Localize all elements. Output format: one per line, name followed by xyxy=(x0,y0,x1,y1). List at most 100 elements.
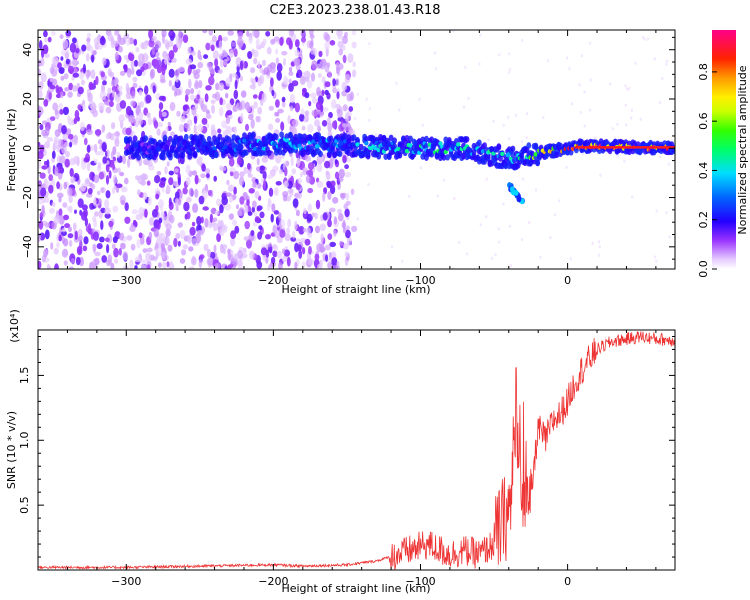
noise-speckle xyxy=(262,38,267,45)
noise-speckle xyxy=(616,154,619,158)
noise-speckle xyxy=(104,198,110,209)
noise-speckle xyxy=(156,128,161,136)
noise-speckle xyxy=(185,176,191,186)
noise-speckle xyxy=(193,115,198,125)
noise-speckle xyxy=(173,237,178,248)
noise-speckle xyxy=(73,155,80,165)
noise-speckle xyxy=(231,72,237,78)
noise-speckle xyxy=(61,228,66,233)
noise-speckle xyxy=(345,225,350,231)
ridge-halo xyxy=(127,136,133,143)
noise-speckle xyxy=(569,257,572,261)
noise-speckle xyxy=(196,216,202,226)
noise-speckle xyxy=(148,30,154,39)
noise-speckle xyxy=(99,236,105,243)
noise-speckle xyxy=(311,212,316,218)
noise-speckle xyxy=(462,105,466,109)
noise-speckle xyxy=(58,197,62,203)
noise-speckle xyxy=(125,82,130,93)
noise-speckle xyxy=(319,243,325,254)
ridge-halo xyxy=(192,152,198,159)
noise-speckle xyxy=(485,177,488,181)
noise-speckle xyxy=(110,151,114,160)
noise-speckle xyxy=(288,71,294,76)
noise-speckle xyxy=(177,240,181,247)
ridge-halo xyxy=(325,141,330,149)
noise-speckle xyxy=(51,201,56,207)
noise-speckle xyxy=(62,106,69,116)
noise-speckle xyxy=(112,187,116,195)
ridge-core xyxy=(339,141,344,146)
noise-speckle xyxy=(99,90,107,101)
noise-speckle xyxy=(158,199,164,208)
noise-speckle xyxy=(194,174,199,185)
noise-speckle xyxy=(218,107,224,117)
noise-speckle xyxy=(174,191,180,200)
noise-speckle xyxy=(132,82,138,89)
noise-speckle xyxy=(343,203,349,210)
noise-speckle xyxy=(248,113,254,121)
noise-speckle xyxy=(268,105,274,111)
noise-speckle xyxy=(185,58,192,65)
noise-speckle xyxy=(61,144,67,155)
noise-speckle xyxy=(181,249,187,256)
noise-speckle xyxy=(99,149,104,156)
noise-speckle xyxy=(232,219,238,226)
noise-speckle xyxy=(44,141,51,149)
ridge-halo xyxy=(476,139,482,146)
noise-speckle xyxy=(114,95,119,101)
noise-speckle xyxy=(492,119,495,123)
noise-speckle xyxy=(339,240,344,247)
noise-speckle xyxy=(212,217,218,223)
noise-speckle xyxy=(154,175,161,184)
noise-speckle xyxy=(136,239,141,249)
noise-speckle xyxy=(245,123,249,131)
noise-speckle xyxy=(70,176,76,182)
noise-speckle xyxy=(168,170,174,176)
noise-speckle xyxy=(239,176,245,187)
noise-speckle xyxy=(557,199,561,203)
noise-speckle xyxy=(222,36,228,42)
noise-speckle xyxy=(90,69,96,79)
noise-speckle xyxy=(165,228,171,237)
colorbar-tick-label: 0.2 xyxy=(697,211,710,229)
noise-speckle xyxy=(176,68,181,76)
noise-speckle xyxy=(59,155,66,164)
noise-speckle xyxy=(87,187,93,195)
noise-speckle xyxy=(578,83,581,87)
noise-speckle xyxy=(135,47,140,53)
noise-speckle xyxy=(86,37,91,43)
noise-speckle xyxy=(152,208,158,218)
noise-speckle xyxy=(47,265,52,269)
noise-speckle xyxy=(507,115,510,119)
noise-speckle xyxy=(38,141,41,148)
ridge-halo xyxy=(293,133,299,141)
noise-speckle xyxy=(521,177,525,181)
noise-speckle xyxy=(217,219,222,228)
noise-speckle xyxy=(311,109,318,117)
ridge-core xyxy=(355,142,360,147)
noise-speckle xyxy=(182,187,188,195)
noise-speckle xyxy=(205,122,210,129)
noise-speckle xyxy=(294,102,300,113)
noise-speckle xyxy=(356,92,360,96)
ridge-halo xyxy=(132,135,138,142)
noise-speckle xyxy=(166,184,170,194)
ridge-core xyxy=(364,141,369,146)
noise-speckle xyxy=(127,158,131,168)
noise-speckle xyxy=(207,248,211,258)
noise-speckle xyxy=(665,211,668,215)
noise-speckle xyxy=(38,151,44,160)
noise-speckle xyxy=(308,245,312,255)
noise-speckle xyxy=(69,42,77,53)
noise-speckle xyxy=(218,82,225,91)
noise-speckle xyxy=(248,188,255,194)
noise-speckle xyxy=(113,247,119,258)
noise-speckle xyxy=(365,97,368,101)
noise-speckle xyxy=(63,214,69,221)
noise-speckle xyxy=(168,80,172,87)
ridge-core xyxy=(404,148,410,154)
noise-speckle xyxy=(168,177,174,186)
noise-speckle xyxy=(119,171,125,177)
noise-speckle xyxy=(315,199,321,210)
